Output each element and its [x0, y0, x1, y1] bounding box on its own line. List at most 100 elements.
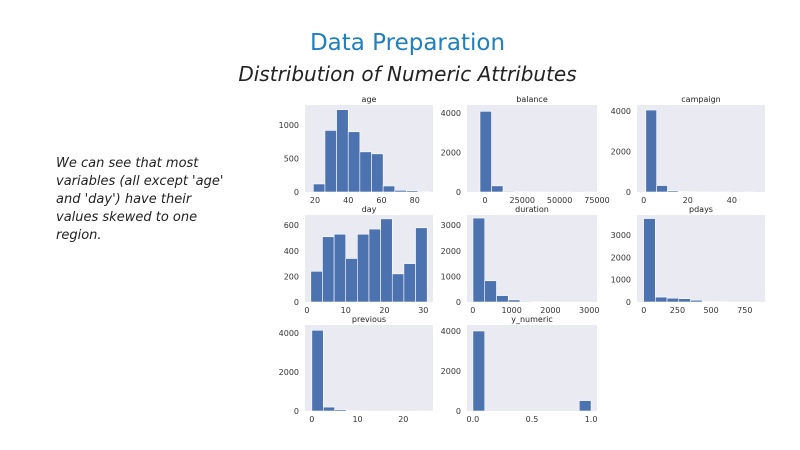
plot-area	[467, 325, 597, 411]
plot-title: age	[362, 95, 377, 104]
histogram-bar	[666, 297, 680, 303]
y-tick-label: 2000	[441, 148, 461, 157]
histogram-age: age 20 40 60 80 0 500 1000	[279, 95, 433, 205]
histogram-bar	[484, 280, 497, 303]
plot-title: duration	[515, 205, 549, 214]
slide-title: Data Preparation	[309, 30, 506, 56]
x-tick-label: 20	[310, 196, 320, 205]
x-tick-label: 10	[352, 415, 362, 424]
x-tick-label: 20	[398, 415, 408, 424]
histogram-bar	[519, 300, 533, 303]
histogram-bar	[403, 263, 416, 303]
histogram-bar	[643, 218, 656, 303]
plot-title: y_numeric	[511, 315, 553, 324]
histogram-balance: balance 0 25000 50000 75000 0 2000 4000	[441, 95, 610, 205]
plot-title: day	[362, 205, 377, 214]
y-tick-label: 4000	[279, 329, 299, 338]
histogram-bar	[496, 295, 509, 303]
histogram-bar	[502, 190, 515, 193]
histogram-bar	[667, 190, 679, 193]
histogram-bar	[311, 329, 324, 412]
histogram-bar	[380, 218, 393, 303]
y-tick-label: 3000	[441, 221, 461, 230]
observation-note: We can see that most variables (all exce…	[56, 156, 224, 243]
histogram-previous: previous 0 10 20 0 2000 4000	[279, 315, 433, 424]
histogram-bar	[472, 217, 486, 303]
plot-area	[637, 105, 765, 192]
x-tick-label: 0	[641, 306, 646, 315]
x-tick-label: 2000	[540, 306, 560, 315]
histogram-pdays: pdays 0 250 500 750 0 1000 2000 3000	[611, 205, 765, 315]
x-tick-label: 80	[410, 196, 420, 205]
x-tick-label: 0	[641, 196, 646, 205]
y-tick-label: 500	[284, 155, 299, 164]
x-tick-label: 0.0	[467, 415, 480, 424]
x-tick-label: 60	[376, 196, 386, 205]
histogram-bar	[417, 191, 430, 193]
plot-title: balance	[516, 95, 548, 104]
x-tick-label: 250	[670, 306, 685, 315]
plot-title: pdays	[689, 205, 713, 214]
x-tick-label: 20	[379, 306, 389, 315]
x-tick-label: 500	[703, 306, 718, 315]
plot-title: previous	[352, 315, 386, 324]
x-tick-label: 30	[418, 306, 428, 315]
y-tick-label: 3000	[611, 231, 631, 240]
histogram-bar	[678, 298, 691, 303]
y-tick-label: 2000	[611, 253, 631, 262]
x-tick-label: 20	[683, 196, 693, 205]
y-tick-label: 2000	[441, 367, 461, 376]
histogram-bar	[472, 330, 486, 412]
y-tick-label: 1000	[279, 121, 299, 130]
histogram-bar	[310, 270, 323, 303]
y-tick-label: 200	[284, 272, 299, 281]
histogram-bar	[491, 185, 504, 193]
plot-area	[637, 215, 765, 302]
y-tick-label: 0	[626, 188, 631, 197]
histogram-campaign: campaign 0 20 40 0 2000 4000	[611, 95, 765, 205]
x-tick-label: 0	[309, 415, 314, 424]
histogram-bar	[359, 151, 372, 193]
x-tick-label: 25000	[510, 196, 535, 205]
x-tick-label: 3000	[579, 306, 599, 315]
histogram-bar	[357, 233, 370, 303]
x-tick-label: 75000	[584, 196, 609, 205]
x-tick-label: 40	[343, 196, 353, 205]
x-tick-label: 0	[304, 306, 309, 315]
y-tick-label: 2000	[611, 148, 631, 157]
y-tick-label: 0	[456, 407, 461, 416]
slide-subtitle: Distribution of Numeric Attributes	[238, 62, 577, 86]
histogram-bar	[578, 400, 592, 412]
y-tick-label: 1000	[611, 276, 631, 285]
y-tick-label: 2000	[441, 247, 461, 256]
histogram-duration: duration 0 1000 2000 3000 0 1000 2000 3000	[441, 205, 600, 315]
histogram-bar	[322, 236, 335, 303]
y-tick-label: 0	[456, 188, 461, 197]
y-tick-label: 0	[294, 407, 299, 416]
x-tick-label: 10	[341, 306, 351, 315]
histogram-bar	[394, 190, 407, 193]
y-tick-label: 4000	[441, 327, 461, 336]
histogram-bar	[655, 296, 668, 303]
histogram-y-numeric: y_numeric 0.0 0.5 1.0 0 2000 4000	[441, 315, 598, 424]
y-tick-label: 4000	[441, 109, 461, 118]
plot-title: campaign	[681, 95, 720, 104]
histogram-day: day 0 10 20 30 0 200 400 600	[284, 205, 433, 315]
x-tick-label: 0.5	[526, 415, 539, 424]
histogram-bar	[382, 185, 396, 193]
y-tick-label: 1000	[441, 272, 461, 281]
x-tick-label: 40	[727, 196, 737, 205]
plot-area	[305, 325, 433, 411]
x-tick-label: 750	[737, 306, 752, 315]
histogram-bar	[333, 233, 347, 303]
y-tick-label: 0	[626, 298, 631, 307]
y-tick-label: 2000	[279, 368, 299, 377]
histogram-bar	[336, 109, 349, 193]
x-tick-label: 0	[482, 196, 487, 205]
histogram-bar	[415, 227, 428, 303]
histogram-bar	[345, 258, 358, 303]
y-tick-label: 400	[284, 247, 299, 256]
histogram-bar	[479, 111, 492, 193]
histogram-bar	[347, 131, 361, 193]
